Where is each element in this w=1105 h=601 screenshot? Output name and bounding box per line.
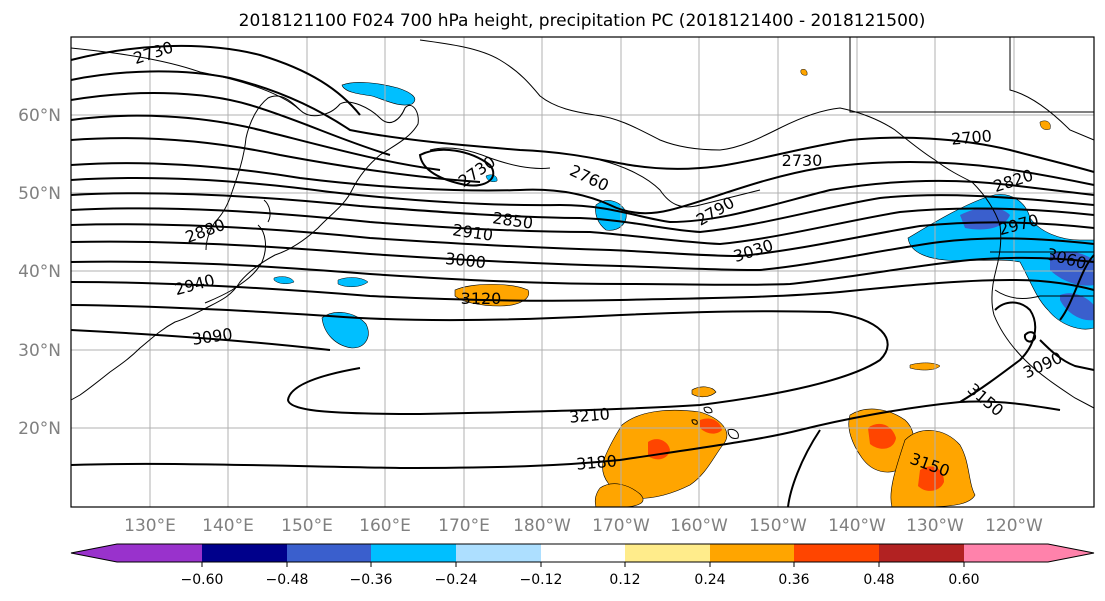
colorbar-seg	[541, 544, 625, 562]
lat-label: 50°N	[18, 184, 61, 204]
map-panel: 2730 2880 2940 3090 2730 2760 2850 2910 …	[70, 36, 1095, 508]
lat-label: 40°N	[18, 262, 61, 282]
colorbar-seg	[202, 544, 287, 562]
colorbar-tick-label: −0.48	[266, 572, 309, 588]
lon-label: 140°W	[828, 516, 886, 536]
graticule	[71, 37, 1094, 507]
colorbar-ticks	[201, 562, 965, 567]
coastlines	[70, 37, 1095, 439]
colorbar-seg	[71, 544, 117, 562]
colorbar-seg	[879, 544, 964, 562]
colorbar-tick-label: 0.12	[609, 572, 640, 588]
colorbar-seg	[794, 544, 879, 562]
colorbar-seg	[1048, 544, 1094, 562]
height-contours	[70, 44, 1095, 508]
lon-label: 180°W	[513, 516, 571, 536]
colorbar-tick-label: 0.24	[694, 572, 725, 588]
latitude-labels: 60°N 50°N 40°N 30°N 20°N	[18, 106, 61, 439]
lon-label: 160°W	[670, 516, 728, 536]
colorbar-tick-label: 0.48	[863, 572, 894, 588]
colorbar-tick-label: −0.24	[435, 572, 478, 588]
colorbar-seg	[964, 544, 1048, 562]
lat-label: 60°N	[18, 106, 61, 126]
lon-label: 170°W	[592, 516, 650, 536]
colorbar-seg	[117, 544, 202, 562]
contour-label: 3000	[444, 249, 486, 272]
lon-label: 170°E	[438, 516, 490, 536]
lon-label: 130°E	[124, 516, 176, 536]
colorbar-seg	[456, 544, 541, 562]
colorbar-tick-label: 0.60	[948, 572, 979, 588]
colorbar-seg	[710, 544, 794, 562]
colorbar-tick-label: −0.60	[181, 572, 224, 588]
colorbar-tick-label: −0.12	[520, 572, 563, 588]
lon-label: 140°E	[202, 516, 254, 536]
contour-label: 3120	[461, 289, 502, 308]
colorbar-seg	[287, 544, 371, 562]
lon-label: 150°W	[749, 516, 807, 536]
contour-label: 3180	[575, 451, 617, 473]
map-title: 2018121100 F024 700 hPa height, precipit…	[239, 11, 926, 31]
colorbar-tick-label: 0.36	[778, 572, 809, 588]
longitude-labels: 130°E 140°E 150°E 160°E 170°E 180°W 170°…	[124, 516, 1043, 536]
colorbar-seg	[371, 544, 456, 562]
contour-label: 3210	[568, 404, 610, 426]
colorbar-seg	[625, 544, 710, 562]
contour-label: 2730	[782, 151, 823, 170]
colorbar-tick-label: −0.36	[350, 572, 393, 588]
contour-label: 2700	[950, 126, 992, 148]
lon-label: 150°E	[281, 516, 333, 536]
lon-label: 160°E	[359, 516, 411, 536]
lon-label: 120°W	[985, 516, 1043, 536]
lat-label: 30°N	[18, 341, 61, 361]
lat-label: 20°N	[18, 419, 61, 439]
lon-label: 130°W	[906, 516, 964, 536]
colorbar: −0.60 −0.48 −0.36 −0.24 −0.12 0.12 0.24 …	[70, 543, 1095, 588]
